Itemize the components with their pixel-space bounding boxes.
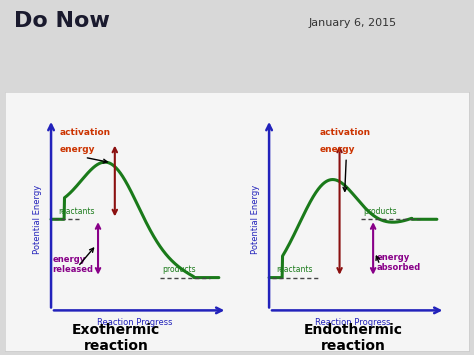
Text: Exothermic
reaction: Exothermic reaction (72, 323, 160, 353)
Text: products: products (162, 265, 195, 274)
Text: Do Now: Do Now (14, 11, 110, 31)
Text: Endothermic
reaction: Endothermic reaction (304, 323, 402, 353)
Text: activation: activation (319, 129, 371, 137)
Text: energy
released: energy released (53, 255, 94, 274)
Text: Reaction Progress: Reaction Progress (97, 318, 173, 327)
Text: reactants: reactants (58, 207, 94, 216)
Text: reactants: reactants (276, 265, 312, 274)
Text: products: products (363, 207, 397, 216)
Text: Potential Energy: Potential Energy (33, 185, 42, 254)
Text: activation: activation (59, 129, 110, 137)
Text: energy
absorbed: energy absorbed (376, 253, 421, 272)
Text: January 6, 2015: January 6, 2015 (308, 18, 396, 28)
Text: energy: energy (59, 145, 95, 154)
Text: Reaction Progress: Reaction Progress (315, 318, 391, 327)
Text: Potential Energy: Potential Energy (251, 185, 260, 254)
Text: energy: energy (319, 145, 355, 154)
